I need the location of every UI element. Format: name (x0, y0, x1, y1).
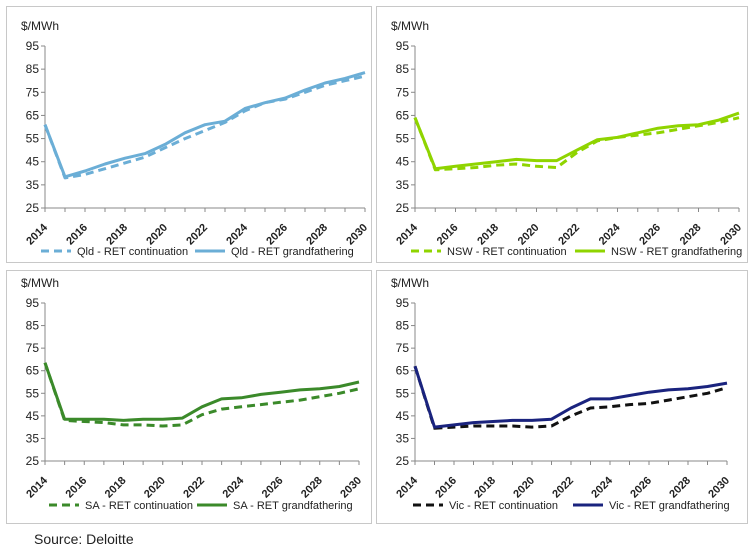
x-tick-label: 2028 (678, 222, 704, 248)
x-tick-label: 2028 (304, 222, 330, 248)
series-line-grandfathering (413, 111, 740, 171)
x-tick-label: 2016 (433, 475, 459, 501)
x-tick-label: 2022 (550, 475, 576, 501)
y-tick-label: 65 (26, 108, 40, 122)
y-tick-label: 35 (26, 178, 40, 192)
x-tick-label: 2014 (24, 221, 50, 247)
x-tick-label: 2028 (299, 475, 325, 501)
y-tick-label: 65 (396, 108, 410, 122)
x-tick-label: 2030 (344, 222, 370, 248)
y-tick-label: 75 (396, 341, 410, 355)
x-tick-label: 2020 (516, 222, 542, 248)
x-tick-label: 2024 (589, 474, 615, 500)
x-tick-label: 2030 (718, 222, 744, 248)
x-tick-label: 2026 (264, 222, 290, 248)
legend-label: Qld - RET continuation (77, 246, 188, 258)
y-tick-label: 45 (26, 409, 40, 423)
series-line-continuation (43, 74, 366, 180)
x-tick-label: 2020 (511, 475, 537, 501)
x-tick-label: 2026 (260, 475, 286, 501)
y-tick-label: 45 (26, 155, 40, 169)
chart-svg-sa: $/MWh 25 35 45 55 65 75 85 95 2014 2016 2018 2020 202… (21, 276, 364, 512)
x-tick-label: 2030 (338, 475, 364, 501)
x-tick-label: 2016 (64, 222, 90, 248)
y-tick-label: 25 (396, 201, 410, 215)
chart-panel-qld: $/MWh 25 35 45 55 65 75 85 95 2014 2016 2018 2020 202… (6, 6, 372, 263)
y-axis-unit-label: $/MWh (21, 19, 59, 33)
x-tick-label: 2022 (181, 475, 207, 501)
chart-panel-vic: $/MWh 25 35 45 55 65 75 85 95 2014 2016 2018 2020 202… (376, 270, 748, 524)
y-tick-label: 55 (26, 386, 40, 400)
x-tick-label: 2030 (706, 475, 732, 501)
x-tick-label: 2016 (64, 475, 90, 501)
y-tick-label: 25 (26, 201, 40, 215)
x-tick-label: 2022 (184, 222, 210, 248)
y-tick-label: 65 (26, 364, 40, 378)
y-tick-label: 75 (396, 85, 410, 99)
legend-label: Vic - RET continuation (449, 500, 558, 512)
x-tick-label: 2018 (472, 475, 498, 501)
y-axis-unit-label: $/MWh (391, 19, 429, 33)
legend-label: SA - RET grandfathering (233, 500, 353, 512)
x-tick-label: 2018 (475, 222, 501, 248)
y-tick-label: 55 (396, 386, 410, 400)
source-caption: Source: Deloitte (34, 531, 134, 547)
y-tick-label: 45 (396, 155, 410, 169)
y-tick-label: 25 (26, 454, 40, 468)
series-line-continuation (43, 362, 360, 428)
x-tick-label: 2022 (556, 222, 582, 248)
y-axis-unit-label: $/MWh (391, 276, 429, 290)
y-tick-label: 95 (396, 39, 410, 53)
x-tick-label: 2024 (597, 221, 623, 247)
y-tick-label: 95 (26, 296, 40, 310)
x-tick-label: 2014 (394, 474, 420, 500)
x-tick-label: 2014 (24, 474, 50, 500)
y-tick-label: 85 (396, 62, 410, 76)
x-tick-label: 2018 (104, 222, 130, 248)
legend-label: Vic - RET grandfathering (609, 500, 730, 512)
y-tick-label: 35 (396, 178, 410, 192)
x-tick-label: 2014 (394, 221, 420, 247)
y-tick-label: 45 (396, 409, 410, 423)
y-tick-label: 85 (396, 319, 410, 333)
legend-label: NSW - RET grandfathering (611, 246, 742, 258)
y-tick-label: 25 (396, 454, 410, 468)
y-tick-label: 75 (26, 341, 40, 355)
y-tick-label: 35 (396, 431, 410, 445)
x-tick-label: 2024 (221, 474, 247, 500)
chart-panel-nsw: $/MWh 25 35 45 55 65 75 85 95 2014 2016 2018 2020 202… (376, 6, 748, 263)
x-tick-label: 2016 (435, 222, 461, 248)
chart-svg-vic: $/MWh 25 35 45 55 65 75 85 95 2014 2016 2018 2020 202… (391, 276, 732, 512)
x-tick-label: 2028 (667, 475, 693, 501)
x-tick-label: 2024 (224, 221, 250, 247)
series-line-grandfathering (43, 71, 366, 179)
x-tick-label: 2020 (144, 222, 170, 248)
y-tick-label: 85 (26, 319, 40, 333)
y-tick-label: 95 (396, 296, 410, 310)
x-tick-label: 2026 (628, 475, 654, 501)
chart-svg-qld: $/MWh 25 35 45 55 65 75 85 95 2014 2016 2018 2020 202… (21, 19, 370, 258)
y-tick-label: 55 (26, 132, 40, 146)
x-tick-label: 2020 (142, 475, 168, 501)
legend-label: NSW - RET continuation (447, 246, 567, 258)
y-tick-label: 35 (26, 431, 40, 445)
chart-panel-sa: $/MWh 25 35 45 55 65 75 85 95 2014 2016 2018 2020 202… (6, 270, 372, 524)
y-tick-label: 85 (26, 62, 40, 76)
y-axis-unit-label: $/MWh (21, 276, 59, 290)
x-tick-label: 2026 (637, 222, 663, 248)
y-tick-label: 75 (26, 85, 40, 99)
y-tick-label: 55 (396, 132, 410, 146)
legend-label: SA - RET continuation (85, 500, 193, 512)
y-tick-label: 95 (26, 39, 40, 53)
series-line-grandfathering (43, 362, 360, 422)
x-tick-label: 2018 (103, 475, 129, 501)
chart-svg-nsw: $/MWh 25 35 45 55 65 75 85 95 2014 2016 2018 2020 202… (391, 19, 744, 258)
series-line-grandfathering (413, 365, 728, 429)
y-tick-label: 65 (396, 364, 410, 378)
legend-label: Qld - RET grandfathering (231, 246, 354, 258)
series-line-continuation (413, 116, 740, 172)
series-line-continuation (413, 365, 728, 430)
